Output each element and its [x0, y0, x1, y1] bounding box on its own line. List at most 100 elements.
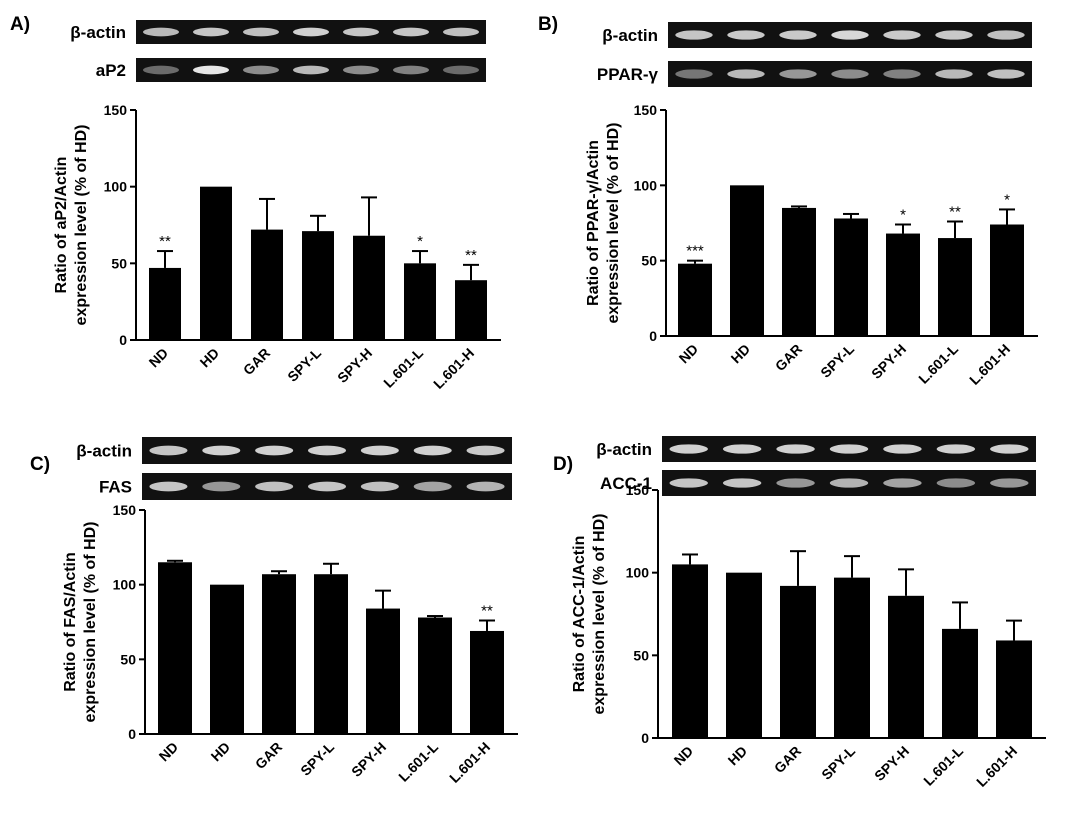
gel-band [990, 444, 1029, 454]
panel-c: C) β-actin FAS 0 50 100 150 Ratio of FAS/Actin e… [30, 437, 518, 786]
gel-band [831, 30, 869, 40]
bar [672, 564, 708, 738]
y-tick-label: 100 [634, 177, 658, 193]
x-tick-label: SPY-H [868, 341, 909, 382]
gel-band [413, 481, 452, 492]
gel-band [776, 444, 815, 454]
x-tick-label: GAR [240, 345, 273, 378]
x-tick-label: SPY-L [818, 743, 858, 783]
gel-band [936, 478, 976, 488]
bar [780, 585, 816, 738]
x-tick-label: L.601-H [966, 341, 1013, 388]
bar [888, 595, 924, 738]
gel-band [149, 481, 188, 492]
x-tick-label: GAR [772, 341, 805, 374]
bar [678, 263, 712, 336]
gel-band [466, 481, 505, 492]
y-tick-label: 50 [120, 651, 136, 667]
gel-band [307, 481, 347, 492]
gel-band [776, 478, 815, 488]
y-tick-label: 50 [633, 647, 649, 663]
x-tick-label: SPY-L [817, 341, 857, 381]
bar [455, 280, 487, 340]
gel-band [829, 444, 869, 454]
gel-band [883, 69, 921, 79]
significance-marker: ** [949, 203, 961, 220]
gel-band [675, 69, 713, 79]
significance-marker: ** [481, 603, 493, 620]
bar [886, 233, 920, 336]
gel-band [829, 478, 869, 488]
x-tick-label: ND [675, 341, 701, 367]
gel-label: ACC-1 [600, 474, 652, 493]
bar [404, 263, 436, 340]
panel-label: A) [10, 14, 30, 35]
gel-band [143, 27, 179, 37]
bar [730, 185, 764, 336]
x-tick-label: ND [670, 743, 696, 769]
bar [418, 617, 452, 734]
gel-band [987, 30, 1025, 40]
x-tick-label: L.601-H [973, 743, 1020, 790]
gel-band [202, 481, 241, 492]
significance-marker: * [900, 207, 906, 224]
gel-band [343, 65, 379, 75]
bar [782, 207, 816, 336]
gel-band [307, 445, 347, 456]
y-tick-label: 150 [634, 102, 658, 118]
gel-band [343, 27, 379, 37]
x-tick-label: SPY-L [297, 739, 337, 779]
y-axis-label: Ratio of FAS/Actin [62, 552, 79, 692]
gel-band [293, 27, 329, 37]
gel-label: β-actin [76, 442, 132, 461]
gel-label: aP2 [96, 61, 126, 80]
y-tick-label: 0 [119, 332, 127, 348]
gel-band [727, 30, 765, 40]
bar [210, 584, 244, 734]
x-tick-label: L.601-H [430, 345, 477, 392]
x-tick-label: ND [155, 739, 181, 765]
x-tick-label: GAR [252, 739, 285, 772]
gel-band [466, 445, 505, 456]
bar [834, 577, 870, 738]
y-axis-label: expression level (% of HD) [73, 125, 90, 326]
y-tick-label: 0 [649, 328, 657, 344]
y-tick-label: 150 [104, 102, 128, 118]
gel-band [255, 445, 294, 456]
panel-d: D) β-actin ACC-1 0 50 100 150 Ratio of ACC-1/Ac… [553, 436, 1046, 790]
gel-band [669, 478, 708, 488]
gel-band [255, 481, 294, 492]
bar [158, 562, 192, 734]
bar [314, 574, 348, 734]
panel-b: B) β-actin PPAR-γ 0 50 100 150 Ratio of PPAR-γ/… [538, 14, 1038, 388]
bar [262, 574, 296, 734]
gel-band [675, 30, 713, 40]
panel-a: A) β-actin aP2 0 50 100 150 Ratio of aP2/Actin e… [10, 14, 501, 392]
panel-label: B) [538, 14, 558, 35]
bar [353, 235, 385, 340]
x-tick-label: L.601-L [380, 344, 426, 390]
bar [302, 231, 334, 340]
x-tick-label: L.601-L [395, 738, 441, 784]
gel-band [393, 65, 429, 75]
gel-band [935, 30, 973, 40]
gel-band [149, 445, 188, 456]
x-tick-label: GAR [771, 743, 804, 776]
bar [726, 572, 762, 738]
significance-marker: * [417, 233, 423, 250]
y-tick-label: 150 [113, 502, 137, 518]
significance-marker: * [1004, 191, 1010, 208]
bar [366, 608, 400, 734]
gel-band [727, 69, 765, 79]
y-tick-label: 50 [641, 253, 657, 269]
gel-band [243, 27, 279, 37]
y-tick-label: 50 [111, 255, 127, 271]
y-axis-label: expression level (% of HD) [82, 522, 99, 723]
x-tick-label: HD [207, 739, 233, 765]
bar [942, 628, 978, 738]
y-tick-label: 100 [626, 565, 650, 581]
x-tick-label: L.601-L [920, 742, 966, 788]
panel-label: C) [30, 454, 50, 475]
gel-band [193, 65, 229, 75]
